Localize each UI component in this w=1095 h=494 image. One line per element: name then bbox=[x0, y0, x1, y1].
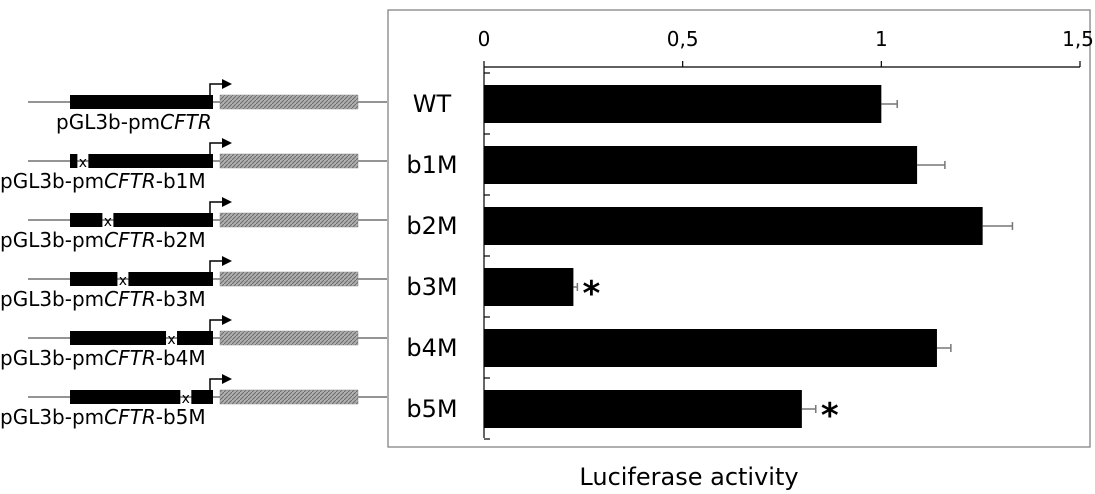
arrow-head-icon bbox=[222, 79, 232, 89]
promoter-block bbox=[191, 390, 213, 404]
category-label: b1M bbox=[406, 151, 457, 179]
bar bbox=[484, 329, 937, 367]
promoter-block bbox=[70, 390, 181, 404]
category-label: b3M bbox=[406, 273, 457, 301]
arrow-head-icon bbox=[222, 315, 232, 325]
construct-diagram: pGL3b-pmCFTR bbox=[28, 79, 387, 134]
construct-label: pGL3b-pmCFTR-b4M bbox=[0, 346, 206, 370]
arrow-head-icon bbox=[222, 374, 232, 384]
promoter-block bbox=[70, 95, 213, 109]
arrow-head-icon bbox=[222, 197, 232, 207]
x-axis-ticks: 0 0,5 1 1,5 bbox=[478, 27, 1094, 67]
x-tick-label: 0,5 bbox=[667, 27, 699, 51]
mutation-mark: x bbox=[182, 391, 190, 407]
construct-label: pGL3b-pmCFTR-b1M bbox=[0, 169, 206, 193]
promoter-block bbox=[113, 213, 213, 227]
construct-diagrams: pGL3b-pmCFTRxpGL3b-pmCFTR-b1MxpGL3b-pmCF… bbox=[0, 79, 387, 429]
category-label: WT bbox=[413, 90, 452, 118]
construct-label: pGL3b-pmCFTR bbox=[56, 110, 212, 134]
category-label: b5M bbox=[406, 395, 457, 423]
chart-frame bbox=[387, 9, 1091, 448]
promoter-block bbox=[70, 331, 167, 345]
category-label: b4M bbox=[406, 334, 457, 362]
promoter-block bbox=[70, 272, 118, 286]
luciferase-gene bbox=[219, 271, 359, 287]
construct-label: pGL3b-pmCFTR-b2M bbox=[0, 228, 206, 252]
promoter-block bbox=[70, 213, 103, 227]
bar bbox=[484, 207, 983, 245]
transcription-start-arrow bbox=[209, 319, 222, 331]
arrow-head-icon bbox=[222, 138, 232, 148]
promoter-block bbox=[177, 331, 213, 345]
transcription-start-arrow bbox=[209, 142, 222, 154]
luciferase-gene bbox=[219, 153, 359, 169]
bar bbox=[484, 268, 574, 306]
x-axis-label: Luciferase activity bbox=[579, 463, 798, 491]
construct-label: pGL3b-pmCFTR-b5M bbox=[0, 405, 206, 429]
mutation-mark: x bbox=[167, 332, 175, 348]
promoter-block bbox=[128, 272, 213, 286]
luciferase-gene bbox=[219, 212, 359, 228]
mutation-mark: x bbox=[119, 273, 127, 289]
bars: WT b1M b2M b3M * b4M b5M * bbox=[406, 85, 1014, 436]
transcription-start-arrow bbox=[209, 260, 222, 272]
category-label: b2M bbox=[406, 212, 457, 240]
bar bbox=[484, 390, 802, 428]
luciferase-gene bbox=[219, 389, 359, 405]
significance-marker: * bbox=[582, 274, 600, 314]
bar bbox=[484, 85, 882, 123]
promoter-block bbox=[70, 154, 78, 168]
mutation-mark: x bbox=[104, 214, 112, 230]
x-tick-label: 1,5 bbox=[1062, 27, 1094, 51]
y-axis-ticks bbox=[484, 72, 490, 440]
significance-marker: * bbox=[821, 396, 839, 436]
bar bbox=[484, 146, 918, 184]
transcription-start-arrow bbox=[209, 378, 222, 390]
luciferase-gene bbox=[219, 94, 359, 110]
construct-label: pGL3b-pmCFTR-b3M bbox=[0, 287, 206, 311]
arrow-head-icon bbox=[222, 256, 232, 266]
mutation-mark: x bbox=[79, 155, 87, 171]
promoter-block bbox=[88, 154, 213, 168]
luciferase-gene bbox=[219, 330, 359, 346]
x-tick-label: 1 bbox=[875, 27, 888, 51]
transcription-start-arrow bbox=[209, 83, 222, 95]
transcription-start-arrow bbox=[209, 201, 222, 213]
x-tick-label: 0 bbox=[478, 27, 491, 51]
